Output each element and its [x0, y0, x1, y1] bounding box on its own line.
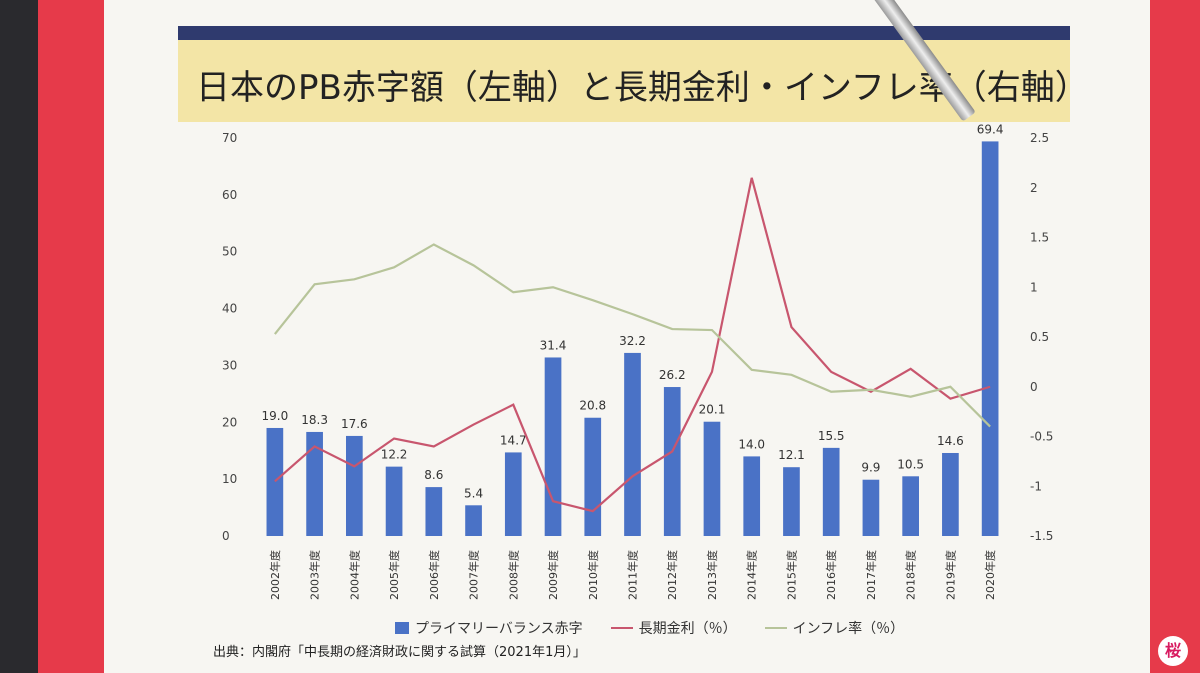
y-right-tick-label: -0.5: [1030, 430, 1053, 444]
y-left-tick-label: 30: [222, 358, 237, 372]
legend-item-inflation: インフレ率（％）: [764, 618, 905, 638]
bar-data-label: 17.6: [341, 417, 368, 431]
channel-logo: 桜: [1158, 636, 1188, 666]
x-category-label: 2010年度: [586, 550, 600, 600]
y-right-tick-label: -1: [1030, 479, 1042, 493]
legend-label-interest: 長期金利（％）: [638, 621, 737, 637]
y-left-tick-label: 10: [222, 472, 237, 486]
bar: [902, 476, 920, 536]
inflation-line: [274, 243, 991, 428]
x-category-label: 2015年度: [784, 550, 798, 600]
x-category-label: 2016年度: [824, 550, 838, 600]
x-category-label: 2018年度: [904, 550, 918, 600]
bar: [942, 452, 959, 536]
x-category-label: 2019年度: [943, 550, 957, 600]
bar-data-label: 10.5: [897, 457, 924, 471]
bar: [783, 467, 800, 536]
bar-data-label: 14.6: [937, 434, 964, 448]
bar: [862, 479, 880, 536]
bar: [345, 435, 363, 536]
y-left-tick-label: 50: [222, 245, 237, 259]
legend: プライマリーバランス赤字 長期金利（％） インフレ率（％）: [395, 616, 995, 640]
bar: [703, 421, 721, 536]
x-category-label: 2006年度: [427, 550, 441, 600]
bar-data-label: 18.3: [301, 413, 328, 427]
legend-label-inflation: インフレ率（％）: [792, 621, 905, 637]
y-right-tick-label: 2.5: [1030, 131, 1049, 145]
x-category-label: 2014年度: [745, 550, 759, 600]
bar: [584, 417, 602, 536]
y-right-tick-label: 1.5: [1030, 231, 1049, 245]
bar: [663, 387, 681, 536]
bar-data-label: 31.4: [540, 338, 567, 352]
legend-label-pb: プライマリーバランス赤字: [415, 621, 583, 637]
bar: [266, 427, 284, 536]
bar-data-label: 26.2: [659, 368, 686, 382]
x-category-label: 2020年度: [983, 550, 997, 600]
y-right-tick-label: 0: [1030, 380, 1038, 394]
bar: [425, 487, 443, 536]
bar: [306, 431, 323, 536]
bar-data-label: 14.0: [738, 437, 765, 451]
bar-data-label: 12.1: [778, 448, 805, 462]
x-category-label: 2002年度: [268, 550, 282, 600]
y-right-tick-label: 2: [1030, 181, 1038, 195]
legend-item-interest: 長期金利（％）: [610, 618, 737, 638]
x-category-label: 2004年度: [347, 550, 361, 600]
y-right-tick-label: 1: [1030, 280, 1038, 294]
y-right-tick-label: -1.5: [1030, 529, 1053, 543]
y-left-tick-label: 20: [222, 415, 237, 429]
bar: [981, 141, 999, 536]
bar-data-label: 32.2: [619, 334, 646, 348]
x-category-label: 2012年度: [665, 550, 679, 600]
bar: [465, 505, 482, 536]
legend-swatch-bar: [395, 622, 409, 634]
legend-item-pb: プライマリーバランス赤字: [395, 618, 583, 638]
bar: [385, 466, 403, 536]
bar-data-label: 19.0: [262, 409, 289, 423]
x-category-label: 2005年度: [387, 550, 401, 600]
bar-data-label: 15.5: [818, 429, 845, 443]
x-category-label: 2017年度: [864, 550, 878, 600]
interest-line: [274, 177, 991, 513]
left-dark-border: [0, 0, 38, 673]
bar: [822, 447, 840, 536]
bar: [624, 352, 641, 536]
x-category-label: 2013年度: [705, 550, 719, 600]
bar-data-label: 20.1: [699, 403, 726, 417]
y-left-tick-label: 0: [222, 529, 230, 543]
bar-data-label: 14.7: [500, 433, 527, 447]
x-category-label: 2011年度: [626, 550, 640, 600]
x-category-label: 2007年度: [467, 550, 481, 600]
bar-data-label: 20.8: [579, 399, 606, 413]
source-note: 出典：内閣府「中長期の経済財政に関する試算（2021年1月）」: [213, 645, 586, 660]
y-left-tick-label: 70: [222, 131, 237, 145]
bar-data-label: 8.6: [424, 468, 443, 482]
title-rule: [178, 26, 1070, 40]
bar: [504, 452, 522, 536]
legend-swatch-inflation: [764, 627, 787, 629]
bar: [544, 357, 562, 536]
x-category-label: 2003年度: [308, 550, 322, 600]
x-category-label: 2009年度: [546, 550, 560, 600]
y-right-tick-label: 0.5: [1030, 330, 1049, 344]
bar: [743, 456, 761, 536]
y-left-tick-label: 60: [222, 188, 237, 202]
bar-data-label: 12.2: [381, 448, 408, 462]
x-category-label: 2008年度: [506, 550, 520, 600]
y-left-tick-label: 40: [222, 302, 237, 316]
bar-data-label: 69.4: [977, 122, 1004, 136]
bar-data-label: 5.4: [464, 486, 483, 500]
bar-data-label: 9.9: [861, 461, 880, 475]
legend-swatch-interest: [610, 627, 633, 629]
